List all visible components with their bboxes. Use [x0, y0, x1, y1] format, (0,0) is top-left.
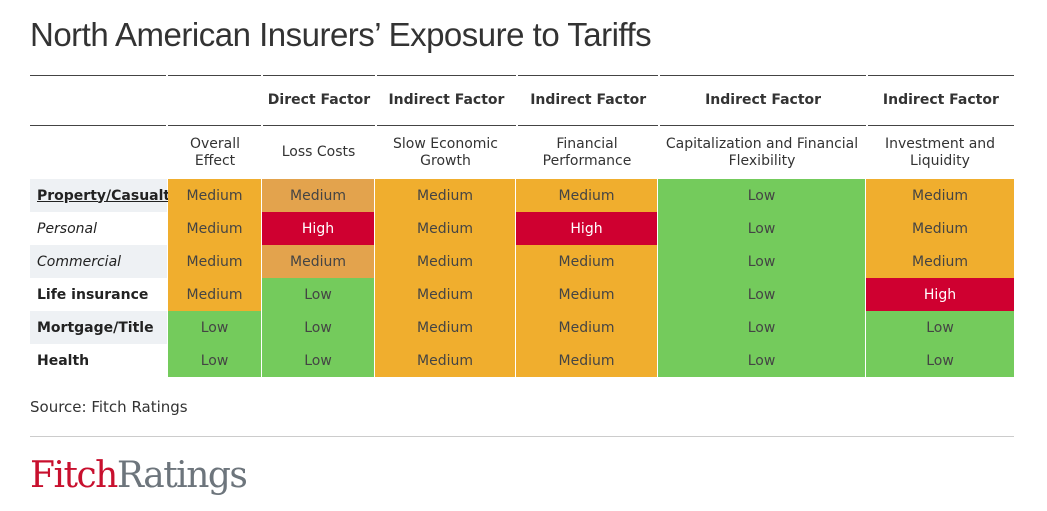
exposure-table: Direct Factor Indirect Factor Indirect Fac… [30, 75, 1014, 377]
table-row: Commercial Medium Medium Medium Medium Low Med… [30, 245, 1014, 278]
exposure-cell: Low [658, 245, 866, 278]
column-header: Investment and Liquidity [884, 135, 996, 169]
row-label: Commercial [30, 245, 168, 278]
exposure-cell: Medium [375, 245, 516, 278]
factor-header: Indirect Factor [376, 75, 517, 126]
table-row: Life insurance Medium Low Medium Medium Low Hi… [30, 278, 1014, 311]
exposure-cell: Medium [262, 245, 375, 278]
column-header-row: Overall Effect Loss Costs Slow Economic Gr… [30, 126, 1014, 179]
row-label: Health [30, 344, 168, 377]
table-row: Property/Casualty Medium Medium Medium Mediu… [30, 179, 1014, 212]
exposure-cell: Low [168, 344, 262, 377]
exposure-cell: High [262, 212, 375, 245]
exposure-cell: Low [658, 344, 866, 377]
exposure-cell: Low [262, 311, 375, 344]
factor-header-row: Direct Factor Indirect Factor Indirect Fac… [30, 75, 1014, 126]
page-title: North American Insurers’ Exposure to Tar… [30, 16, 652, 53]
exposure-cell: Low [262, 278, 375, 311]
exposure-cell: Low [168, 311, 262, 344]
table-row: Personal Medium High Medium High Low Medium [30, 212, 1014, 245]
exposure-cell: Medium [375, 179, 516, 212]
exposure-cell: Low [658, 179, 866, 212]
exposure-cell: Low [658, 311, 866, 344]
exposure-cell: Medium [375, 311, 516, 344]
exposure-cell: Medium [168, 179, 262, 212]
exposure-cell: Medium [168, 245, 262, 278]
exposure-cell: Low [262, 344, 375, 377]
table-row: Mortgage/Title Low Low Medium Medium Low Low [30, 311, 1014, 344]
exposure-cell: Low [866, 311, 1014, 344]
exposure-cell: High [516, 212, 658, 245]
logo-ratings: Ratings [116, 455, 248, 496]
exposure-cell: Medium [516, 179, 658, 212]
exposure-cell: Medium [375, 278, 516, 311]
factor-header: Indirect Factor [660, 75, 866, 126]
exposure-cell: Medium [866, 245, 1014, 278]
exposure-cell: Medium [866, 179, 1014, 212]
exposure-cell: Medium [375, 344, 516, 377]
logo-fitch: Fitch [30, 455, 118, 496]
fitch-ratings-logo: FitchRatings [30, 455, 248, 496]
column-header [30, 126, 168, 179]
table-row: Health Low Low Medium Medium Low Low [30, 344, 1014, 377]
divider [30, 436, 1014, 437]
exposure-cell: Medium [375, 212, 516, 245]
factor-header [30, 75, 167, 126]
exposure-cell: Low [658, 278, 866, 311]
row-label: Property/Casualty [30, 179, 179, 212]
source-note: Source: Fitch Ratings [30, 398, 188, 416]
exposure-cell: Low [866, 344, 1014, 377]
factor-header: Direct Factor [263, 75, 375, 126]
column-header: Capitalization and Financial Flexibility [665, 135, 859, 169]
column-header: Financial Performance [542, 135, 632, 169]
exposure-cell: Low [658, 212, 866, 245]
exposure-cell: Medium [262, 179, 375, 212]
column-header: Overall Effect [189, 135, 241, 169]
exposure-cell: Medium [168, 278, 262, 311]
row-label: Life insurance [30, 278, 168, 311]
factor-header [168, 75, 262, 126]
row-label: Personal [30, 212, 168, 245]
exposure-cell: Medium [516, 278, 658, 311]
exposure-cell: High [866, 278, 1014, 311]
row-label: Mortgage/Title [30, 311, 168, 344]
factor-header: Indirect Factor [518, 75, 659, 126]
exposure-cell: Medium [516, 311, 658, 344]
exposure-cell: Medium [516, 344, 658, 377]
column-header: Slow Economic Growth [392, 135, 498, 169]
exposure-cell: Medium [866, 212, 1014, 245]
factor-header: Indirect Factor [867, 75, 1014, 126]
exposure-cell: Medium [168, 212, 262, 245]
column-header: Loss Costs [281, 144, 356, 160]
exposure-cell: Medium [516, 245, 658, 278]
